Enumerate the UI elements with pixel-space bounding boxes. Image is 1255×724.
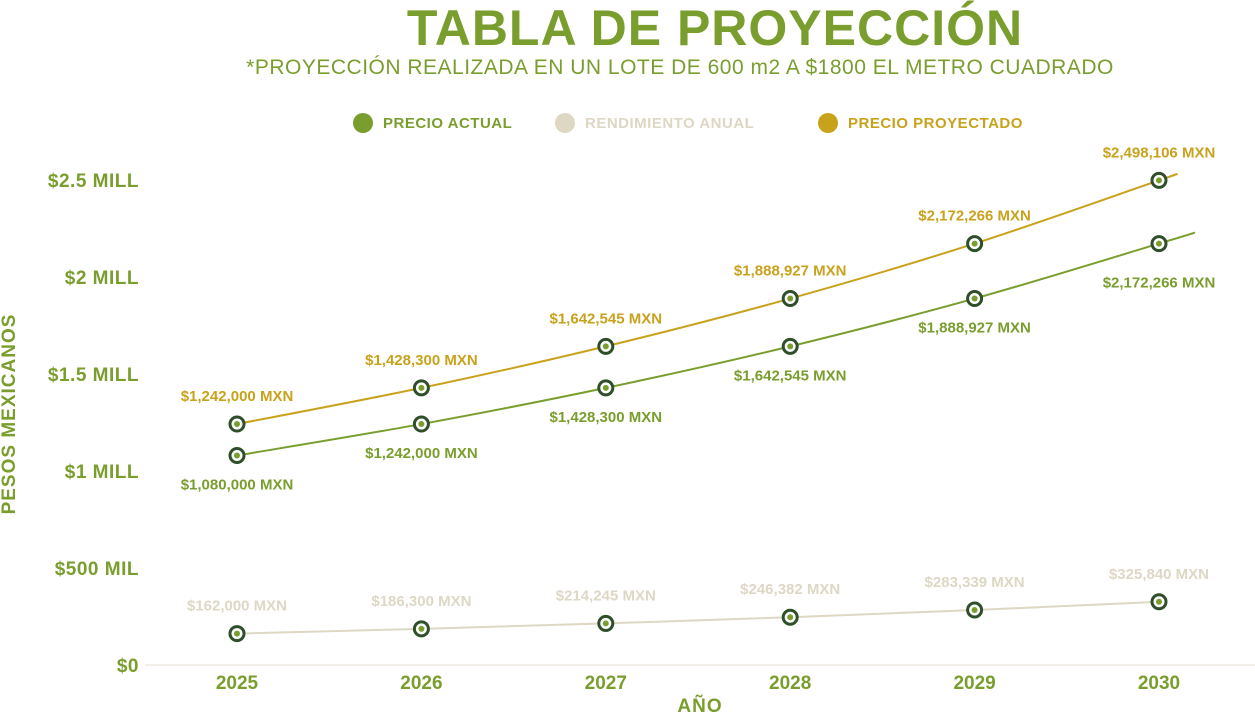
data-label: $2,498,106 MXN — [1103, 144, 1216, 161]
legend-label: PRECIO PROYECTADO — [848, 114, 1023, 132]
legend-item-precio-actual: PRECIO ACTUAL — [353, 113, 512, 133]
data-label: $2,172,266 MXN — [918, 208, 1031, 225]
data-point-center — [418, 625, 425, 632]
series-line-2 — [236, 173, 1178, 426]
legend-item-rendimiento-anual: RENDIMIENTO ANUAL — [555, 113, 754, 133]
data-label: $283,339 MXN — [925, 574, 1025, 591]
data-point-center — [602, 343, 609, 350]
y-tick-label: $0 — [117, 656, 139, 677]
y-tick-label: $1 MILL — [65, 462, 139, 483]
data-label: $1,888,927 MXN — [734, 263, 847, 280]
x-tick-label: 2029 — [953, 673, 995, 694]
x-tick-label: 2027 — [585, 673, 627, 694]
series-line-1 — [236, 600, 1160, 635]
x-tick-label: 2028 — [769, 673, 811, 694]
data-point-center — [418, 421, 425, 428]
data-label: $1,242,000 MXN — [181, 388, 294, 405]
legend-dot-icon — [555, 113, 575, 133]
x-tick-label: 2026 — [400, 673, 442, 694]
y-tick-label: $2 MILL — [65, 268, 139, 289]
data-label: $246,382 MXN — [740, 581, 840, 598]
legend-item-precio-proyectado: PRECIO PROYECTADO — [818, 113, 1023, 133]
data-point-center — [1156, 598, 1162, 605]
data-label: $186,300 MXN — [371, 593, 471, 610]
legend-label: PRECIO ACTUAL — [383, 114, 513, 132]
x-axis-label: AÑO — [677, 696, 723, 717]
data-point-center — [971, 240, 978, 247]
data-point-center — [1156, 240, 1162, 247]
chart-title: TABLA DE PROYECCIÓN — [406, 0, 1024, 56]
data-point-center — [234, 630, 240, 637]
data-label: $325,840 MXN — [1109, 566, 1209, 583]
data-point-center — [1156, 177, 1162, 184]
data-label: $214,245 MXN — [556, 587, 656, 604]
x-tick-label: 2030 — [1138, 673, 1180, 694]
data-label: $162,000 MXN — [187, 598, 287, 615]
legend-dot-icon — [818, 113, 838, 133]
data-point-center — [602, 384, 609, 391]
data-point-center — [787, 614, 794, 621]
y-tick-label: $1.5 MILL — [48, 365, 139, 386]
data-label: $2,172,266 MXN — [1103, 275, 1216, 292]
y-tick-label: $2.5 MILL — [48, 171, 139, 192]
data-point-center — [971, 607, 978, 614]
x-tick-label: 2025 — [216, 673, 259, 694]
data-label: $1,642,545 MXN — [550, 310, 663, 327]
data-label: $1,888,927 MXN — [918, 320, 1031, 337]
data-point-center — [234, 452, 240, 459]
data-label: $1,428,300 MXN — [550, 409, 663, 426]
data-label: $1,242,000 MXN — [365, 445, 478, 462]
data-label: $1,080,000 MXN — [181, 476, 294, 493]
series-line-0 — [236, 231, 1196, 457]
data-point-center — [787, 295, 794, 302]
data-point-center — [602, 620, 609, 627]
legend-dot-icon — [353, 113, 373, 133]
y-tick-label: $500 MIL — [55, 559, 139, 580]
data-label: $1,642,545 MXN — [734, 367, 847, 384]
data-label: $1,428,300 MXN — [365, 352, 478, 369]
data-point-center — [234, 421, 240, 428]
chart-subtitle: *PROYECCIÓN REALIZADA EN UN LOTE DE 600 … — [246, 56, 1114, 79]
data-point-center — [418, 384, 425, 391]
chart-legend: PRECIO ACTUAL RENDIMIENTO ANUAL PRECIO P… — [0, 113, 1255, 137]
legend-label: RENDIMIENTO ANUAL — [585, 114, 755, 132]
data-point-center — [971, 295, 978, 302]
data-point-center — [787, 343, 794, 350]
